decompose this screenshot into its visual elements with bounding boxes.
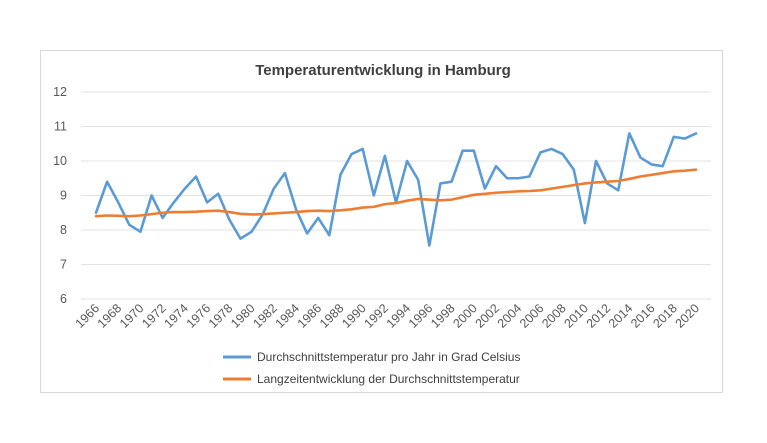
- chart-title: Temperaturentwicklung in Hamburg: [255, 62, 511, 79]
- x-tick-label: 2002: [473, 301, 503, 331]
- x-tick-label: 2006: [517, 301, 547, 331]
- series-line-2: [94, 168, 698, 218]
- x-tick-label: 1974: [161, 301, 191, 331]
- x-tick-label: 1996: [406, 301, 436, 331]
- x-tick-label: 1988: [317, 301, 347, 331]
- series-group: [94, 132, 698, 247]
- x-tick-label: 2014: [606, 301, 636, 331]
- x-tick-label: 1994: [384, 301, 414, 331]
- x-tick-label: 1984: [273, 301, 303, 331]
- x-tick-label: 1986: [295, 301, 325, 331]
- line-chart: Temperaturentwicklung in Hamburg 6 7 8 9 10 1…: [53, 62, 711, 386]
- series-line-1: [94, 132, 698, 247]
- legend: Durchschnittstemperatur pro Jahr in Grad…: [223, 350, 520, 386]
- legend-label-1: Durchschnittstemperatur pro Jahr in Grad…: [257, 350, 520, 364]
- x-tick-label: 1992: [361, 301, 391, 331]
- x-tick-label: 1980: [228, 301, 258, 331]
- x-tick-label: 1976: [184, 301, 214, 331]
- legend-label-2: Langzeitentwicklung der Durchschnittstem…: [257, 372, 520, 386]
- x-tick-label: 2016: [628, 301, 658, 331]
- x-tick-label: 2000: [450, 301, 480, 331]
- y-tick-label: 11: [54, 120, 67, 134]
- gridlines: [81, 91, 711, 300]
- y-tick-label: 7: [60, 258, 67, 272]
- x-axis: 1966196819701972197419761978198019821984…: [73, 301, 703, 331]
- x-tick-label: 2020: [673, 301, 703, 331]
- y-tick-label: 10: [53, 154, 67, 168]
- x-tick-label: 1990: [339, 301, 369, 331]
- x-tick-label: 2004: [495, 301, 525, 331]
- x-tick-label: 1972: [139, 301, 169, 331]
- x-tick-label: 1982: [250, 301, 280, 331]
- x-tick-label: 1998: [428, 301, 458, 331]
- y-tick-label: 8: [60, 223, 67, 237]
- x-tick-label: 2008: [539, 301, 569, 331]
- y-tick-label: 12: [53, 85, 67, 99]
- chart-frame: Temperaturentwicklung in Hamburg 6 7 8 9 10 1…: [40, 50, 723, 393]
- x-tick-label: 1978: [206, 301, 236, 331]
- x-tick-label: 2010: [561, 301, 591, 331]
- x-tick-label: 2018: [650, 301, 680, 331]
- y-axis: 6 7 8 9 10 11 12: [53, 85, 67, 306]
- x-tick-label: 1970: [117, 301, 147, 331]
- x-tick-label: 2012: [584, 301, 614, 331]
- y-tick-label: 6: [60, 292, 67, 306]
- x-tick-label: 1968: [95, 301, 125, 331]
- x-tick-label: 1966: [73, 301, 103, 331]
- y-tick-label: 9: [60, 189, 67, 203]
